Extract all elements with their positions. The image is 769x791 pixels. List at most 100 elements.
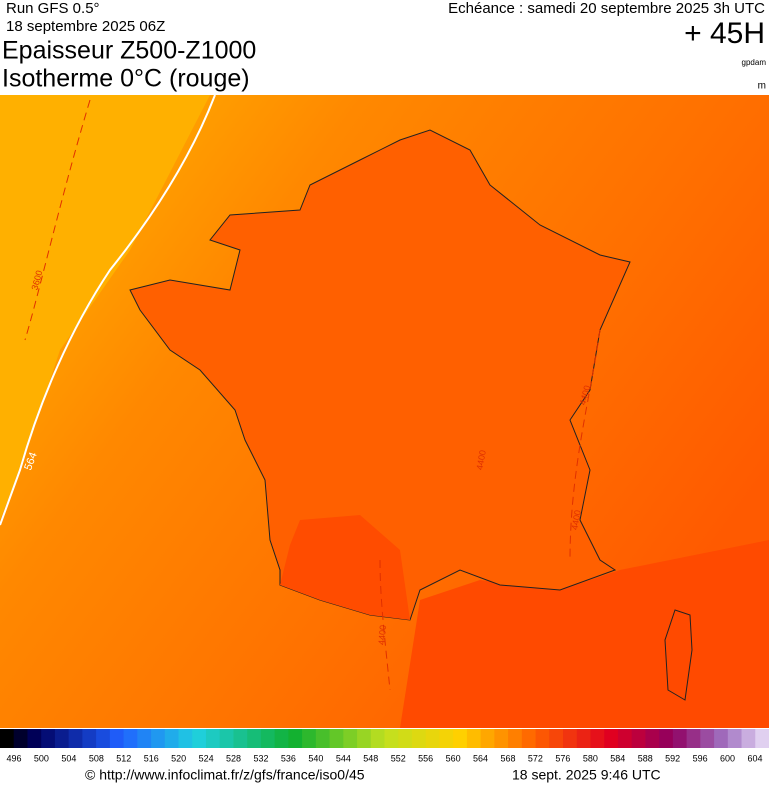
color-swatch — [686, 729, 701, 748]
color-swatch — [398, 729, 413, 748]
cool-zone — [0, 95, 210, 520]
color-swatch — [343, 729, 358, 748]
legend-label: 564 — [473, 753, 488, 763]
color-swatch — [54, 729, 70, 748]
color-swatch — [315, 729, 331, 748]
color-swatch — [233, 729, 248, 748]
color-swatch — [247, 729, 262, 748]
legend-label: 512 — [116, 753, 131, 763]
isotherm-line — [24, 99, 91, 341]
timestamp: 18 sept. 2025 9:46 UTC — [512, 767, 661, 783]
legend-label: 568 — [500, 753, 515, 763]
title-line-1: Epaisseur Z500-Z1000 — [2, 37, 256, 65]
hot-zone — [280, 515, 410, 620]
color-swatch — [370, 729, 385, 748]
color-swatch — [755, 729, 769, 748]
color-swatch — [590, 729, 605, 748]
lead-time: + 45H — [684, 17, 765, 50]
color-swatch — [0, 729, 15, 748]
legend-label: 504 — [61, 753, 76, 763]
color-swatch — [645, 729, 660, 748]
color-swatch — [82, 729, 97, 748]
color-swatch — [453, 729, 468, 748]
color-swatch — [741, 729, 756, 748]
color-swatch — [425, 729, 440, 748]
isotherm-line — [569, 329, 601, 561]
legend-label: 580 — [583, 753, 598, 763]
legend-label: 520 — [171, 753, 186, 763]
color-swatch — [329, 729, 344, 748]
legend-label: 596 — [693, 753, 708, 763]
legend-label: 544 — [336, 753, 351, 763]
color-swatch — [151, 729, 166, 748]
color-swatch — [13, 729, 28, 748]
unit-isotherm: m — [758, 81, 766, 92]
color-swatch — [700, 729, 715, 748]
color-swatch — [164, 729, 180, 748]
legend-label: 572 — [528, 753, 543, 763]
legend-label: 528 — [226, 753, 241, 763]
legend-label: 600 — [720, 753, 735, 763]
legend-label: 588 — [638, 753, 653, 763]
contour-label: 564 — [22, 451, 40, 472]
color-swatch — [274, 729, 289, 748]
color-swatch — [68, 729, 83, 748]
legend-label: 508 — [89, 753, 104, 763]
colorbar: 496 500 504 508 512 516 520 524 528 532 536 540 544 5… — [0, 729, 769, 763]
legend-label: 524 — [199, 753, 214, 763]
color-swatch — [123, 729, 138, 748]
legend-label: 540 — [308, 753, 323, 763]
legend-label: 584 — [610, 753, 625, 763]
color-swatch — [137, 729, 152, 748]
title-line-2: Isotherme 0°C (rouge) — [2, 65, 250, 93]
color-swatch — [535, 729, 550, 748]
color-swatch — [27, 729, 42, 748]
legend-label: 556 — [418, 753, 433, 763]
contour-label: 4400 — [376, 625, 388, 646]
color-swatch — [714, 729, 729, 748]
color-swatch — [109, 729, 125, 748]
color-swatch — [41, 729, 56, 748]
contour-564 — [0, 94, 216, 526]
color-swatch — [672, 729, 688, 748]
legend-label: 604 — [747, 753, 762, 763]
color-swatch — [549, 729, 564, 748]
legend-label: 516 — [144, 753, 159, 763]
color-swatch — [576, 729, 591, 748]
unit-thickness: gpdam — [742, 58, 767, 67]
legend-label: 552 — [391, 753, 406, 763]
legend-label: 500 — [34, 753, 49, 763]
run-label: Run GFS 0.5° — [6, 0, 100, 17]
legend-label: 532 — [253, 753, 268, 763]
france-outline — [129, 129, 631, 621]
color-swatch — [508, 729, 523, 748]
color-swatch — [219, 729, 234, 748]
color-swatch — [521, 729, 537, 748]
color-swatch — [357, 729, 372, 748]
legend-label: 576 — [555, 753, 570, 763]
color-swatch — [480, 729, 495, 748]
color-swatch — [384, 729, 399, 748]
color-swatch — [617, 729, 633, 748]
color-swatch — [494, 729, 509, 748]
color-swatch — [659, 729, 674, 748]
color-swatch — [96, 729, 111, 748]
map-area: 3600 564 4400 4400 4400 4400 — [0, 94, 769, 728]
legend-label: 548 — [363, 753, 378, 763]
color-swatch — [727, 729, 743, 748]
legend-label: 496 — [6, 753, 21, 763]
forecast-time: Echéance : samedi 20 septembre 2025 3h U… — [448, 0, 765, 17]
color-swatch — [439, 729, 454, 748]
color-swatch — [466, 729, 482, 748]
color-swatch — [411, 729, 427, 748]
contour-label: 4400 — [474, 449, 487, 470]
color-swatch — [302, 729, 317, 748]
legend-label: 592 — [665, 753, 680, 763]
isotherm-line — [379, 559, 391, 691]
legend-label: 560 — [446, 753, 461, 763]
color-swatch — [205, 729, 221, 748]
contour-label: 4400 — [569, 509, 582, 530]
color-swatch — [288, 729, 303, 748]
